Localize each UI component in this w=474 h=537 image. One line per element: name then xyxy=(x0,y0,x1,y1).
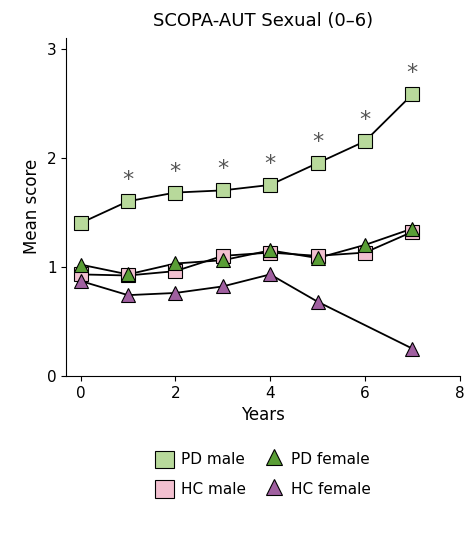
Text: *: * xyxy=(312,132,323,152)
Title: SCOPA-AUT Sexual (0–6): SCOPA-AUT Sexual (0–6) xyxy=(153,12,373,31)
Text: *: * xyxy=(170,162,181,182)
Text: *: * xyxy=(122,170,134,191)
Text: *: * xyxy=(264,154,276,174)
Text: *: * xyxy=(217,159,228,179)
Legend: PD male, HC male, PD female, HC female: PD male, HC male, PD female, HC female xyxy=(149,445,377,504)
Y-axis label: Mean score: Mean score xyxy=(23,159,41,255)
X-axis label: Years: Years xyxy=(241,406,285,424)
Text: *: * xyxy=(407,63,418,83)
Text: *: * xyxy=(359,110,371,130)
